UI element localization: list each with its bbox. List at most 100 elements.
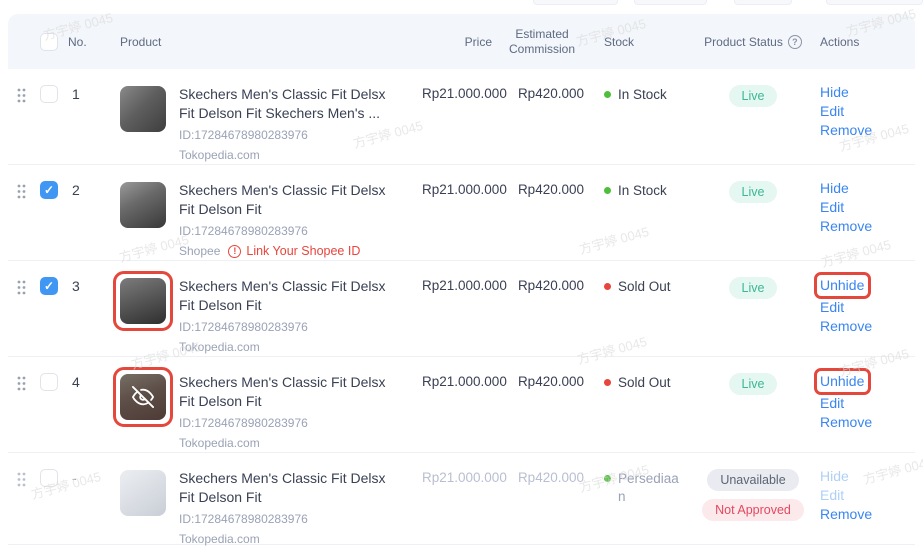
stock-value: Sold Out (618, 279, 671, 294)
price-value: Rp21.000.000 (422, 86, 507, 101)
select-all-checkbox[interactable] (40, 32, 58, 51)
product-title[interactable]: Skechers Men's Classic Fit Delsx Fit Del… (179, 374, 386, 409)
price-value: Rp21.000.000 (422, 470, 507, 485)
cutoff-control (734, 0, 792, 5)
product-title[interactable]: Skechers Men's Classic Fit Delsx Fit Del… (179, 182, 386, 217)
remove-link[interactable]: Remove (820, 218, 873, 234)
product-platform: Tokopedia.com (179, 436, 260, 450)
unhide-link[interactable]: Unhide (820, 373, 865, 389)
hide-link[interactable]: Hide (820, 84, 849, 100)
product-image-highlighted[interactable] (113, 271, 173, 331)
product-platform: Tokopedia.com (179, 148, 260, 162)
status-badge-not-approved: Not Approved (702, 499, 804, 521)
product-platform: Shopee (179, 244, 221, 258)
price-value: Rp21.000.000 (422, 374, 507, 389)
unhide-highlight-box: Unhide (813, 272, 872, 299)
commission-value: Rp420.000 (517, 470, 584, 485)
table-row: 4 Skechers Men's Classic Fit Delsx Fi (8, 357, 915, 453)
stock-value: In Stock (618, 87, 667, 102)
status-badge-live: Live (728, 85, 778, 107)
drag-handle-icon[interactable] (8, 181, 34, 199)
product-image[interactable] (120, 86, 166, 132)
row-checkbox[interactable] (40, 85, 58, 103)
stock-dot (604, 283, 611, 290)
status-badge-live: Live (728, 181, 778, 203)
status-badge-live: Live (728, 277, 778, 299)
drag-dots (17, 472, 25, 487)
col-header-product: Product (120, 34, 162, 49)
drag-dots (17, 88, 25, 103)
col-header-stock: Stock (604, 34, 635, 49)
status-badge-live: Live (728, 373, 778, 395)
price-value: Rp21.000.000 (422, 182, 507, 197)
product-id: ID:17284678980283976 (179, 512, 308, 526)
status-badge-unavailable: Unavailable (707, 469, 799, 491)
table-row: ✓ 3 Skechers Men's Classic Fit Delsx Fit… (8, 261, 915, 357)
stock-dot (604, 187, 611, 194)
product-table: No. Product Price Estimated Commission S… (8, 14, 915, 546)
product-id: ID:17284678980283976 (179, 224, 308, 238)
product-image-hidden-highlighted[interactable] (113, 367, 173, 427)
edit-link[interactable]: Edit (820, 103, 845, 119)
product-cell: Skechers Men's Classic Fit Delsx Fit Del… (114, 85, 422, 162)
row-number: 1 (72, 86, 80, 102)
remove-link[interactable]: Remove (820, 122, 873, 138)
row-number: - (72, 470, 77, 486)
link-shopee-warning[interactable]: ! Link Your Shopee ID (228, 244, 360, 258)
hide-link-disabled: Hide (820, 468, 849, 484)
drag-handle-icon[interactable] (8, 85, 34, 103)
product-image[interactable] (120, 182, 166, 228)
product-title[interactable]: Skechers Men's Classic Fit Delsx Fit Del… (179, 86, 386, 121)
edit-link[interactable]: Edit (820, 395, 845, 411)
row-checkbox[interactable] (40, 373, 58, 391)
commission-value: Rp420.000 (517, 278, 584, 293)
cutoff-control (533, 0, 618, 5)
help-icon[interactable]: ? (787, 34, 802, 49)
product-image[interactable] (120, 470, 166, 516)
product-id: ID:17284678980283976 (179, 416, 308, 430)
unhide-highlight-box: Unhide (813, 368, 872, 395)
edit-link[interactable]: Edit (820, 299, 845, 315)
unhide-link[interactable]: Unhide (820, 277, 865, 293)
drag-handle-icon[interactable] (8, 373, 34, 391)
stock-value: In Stock (618, 183, 667, 198)
row-number: 4 (72, 374, 80, 390)
row-checkbox[interactable]: ✓ (40, 277, 58, 295)
product-title[interactable]: Skechers Men's Classic Fit Delsx Fit Del… (179, 278, 386, 313)
product-platform: Tokopedia.com (179, 532, 260, 546)
remove-link[interactable]: Remove (820, 318, 873, 334)
product-id: ID:17284678980283976 (179, 128, 308, 142)
product-cell: Skechers Men's Classic Fit Delsx Fit Del… (114, 469, 422, 546)
drag-dots (17, 184, 25, 199)
remove-link[interactable]: Remove (820, 506, 873, 522)
stock-dot (604, 475, 611, 482)
col-header-actions: Actions (820, 34, 860, 49)
remove-link[interactable]: Remove (820, 414, 873, 430)
stock-value: Persediaan (618, 471, 679, 504)
drag-handle-icon[interactable] (8, 469, 34, 487)
stock-dot (604, 379, 611, 386)
product-title[interactable]: Skechers Men's Classic Fit Delsx Fit Del… (179, 470, 386, 505)
col-header-price: Price (464, 34, 492, 49)
product-cell: Skechers Men's Classic Fit Delsx Fit Del… (113, 271, 422, 354)
hide-link[interactable]: Hide (820, 180, 849, 196)
table-row: - Skechers Men's Classic Fit Delsx Fit D… (8, 453, 915, 546)
product-id: ID:17284678980283976 (179, 320, 308, 334)
row-checkbox[interactable]: ✓ (40, 181, 58, 199)
commission-value: Rp420.000 (517, 86, 584, 101)
col-header-no: No. (68, 34, 87, 49)
product-status-label: Product Status (704, 34, 783, 49)
edit-link[interactable]: Edit (820, 199, 845, 215)
drag-dots (17, 376, 25, 391)
commission-value: Rp420.000 (517, 182, 584, 197)
hidden-overlay (120, 374, 166, 420)
drag-handle-icon[interactable] (8, 277, 34, 295)
stock-dot (604, 91, 611, 98)
row-checkbox[interactable] (40, 469, 58, 487)
col-header-product-status: Product Status ? (692, 34, 814, 49)
edit-link-disabled: Edit (820, 487, 845, 503)
warning-text: Link Your Shopee ID (246, 244, 361, 258)
row-number: 3 (72, 278, 80, 294)
table-row: 1 Skechers Men's Classic Fit Delsx Fit D… (8, 69, 915, 165)
